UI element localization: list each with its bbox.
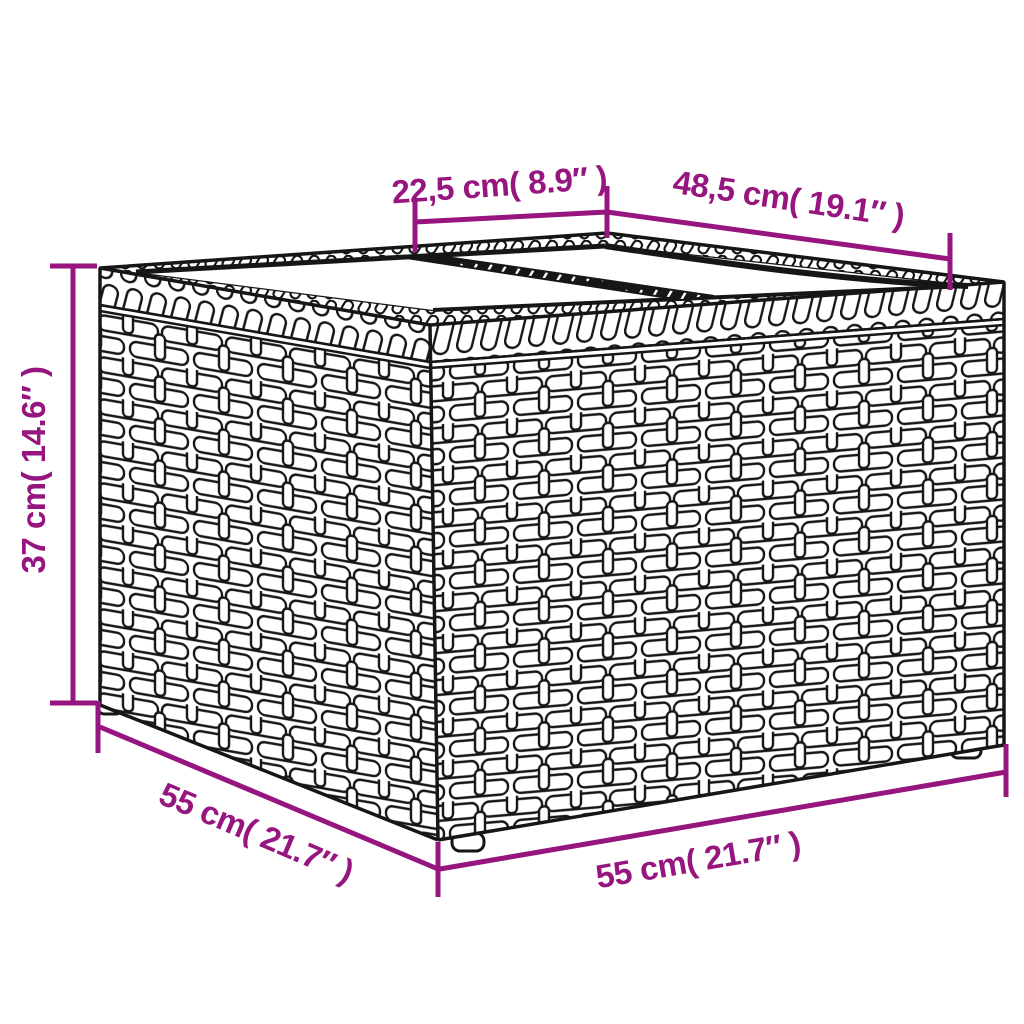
- glass-panel-left: [136, 257, 682, 310]
- dimension-line-top-right-segment: [606, 209, 953, 290]
- dimension-line-width: [439, 744, 1009, 872]
- table-side-left: [98, 266, 438, 840]
- glass-divider-strip: [399, 253, 715, 302]
- dimension-label-top-left-segment: 22,5 cm( 8.9″ ): [390, 159, 608, 211]
- dimension-lines: [50, 186, 1009, 897]
- table-top: [99, 231, 1005, 327]
- glass-panel-right: [432, 246, 968, 297]
- dimension-line-depth: [95, 701, 441, 897]
- table-side-right: [428, 280, 1006, 840]
- table-top-rim: [100, 233, 1004, 325]
- dimension-line-height: [50, 263, 97, 706]
- dimension-label-height: 37 cm( 14.6″ ): [15, 367, 52, 574]
- table-illustration: [96, 231, 1006, 853]
- dimension-label-width: 55 cm( 21.7″ ): [593, 824, 803, 895]
